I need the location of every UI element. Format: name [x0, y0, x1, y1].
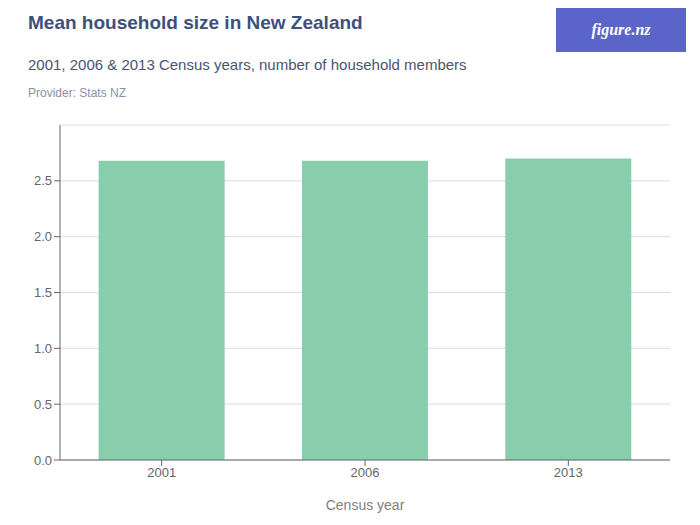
- svg-text:2.5: 2.5: [34, 173, 52, 188]
- html-text:figure.nz: figure.nz: [591, 21, 651, 38]
- svg-text:2006: 2006: [351, 465, 380, 480]
- svg-text:2.0: 2.0: [34, 229, 52, 244]
- svg-text:2001: 2001: [147, 465, 176, 480]
- svg-text:0.0: 0.0: [34, 453, 52, 468]
- html-text:Mean household size in New Zea: Mean household size in New Zealand: [28, 12, 363, 33]
- html-text:Provider: Stats NZ: Provider: Stats NZ: [28, 86, 126, 100]
- svg-text:1.0: 1.0: [34, 341, 52, 356]
- svg-text:1.5: 1.5: [34, 285, 52, 300]
- svg-text:0.5: 0.5: [34, 397, 52, 412]
- html-text:2001, 2006 & 2013 Census years: 2001, 2006 & 2013 Census years, number o…: [28, 56, 467, 73]
- svg-text:2013: 2013: [554, 465, 583, 480]
- svg-text:Census year: Census year: [326, 497, 405, 513]
